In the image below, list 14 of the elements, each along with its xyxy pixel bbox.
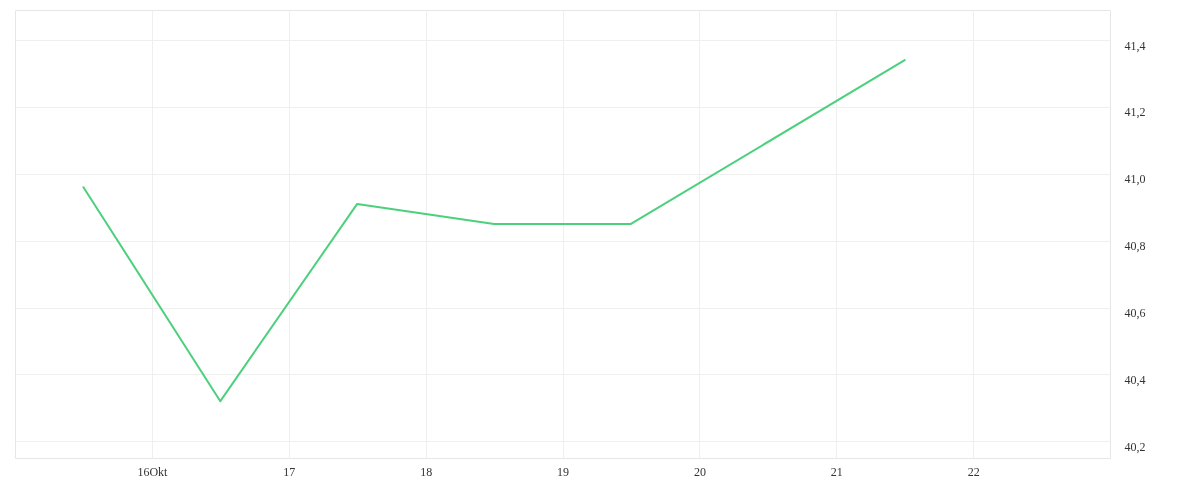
y-tick-label: 40,6 [1124, 306, 1146, 321]
x-tick-label: 19 [557, 464, 569, 479]
x-tick-label: 16Okt [137, 464, 169, 479]
x-tick-label: 22 [967, 464, 980, 479]
y-tick-label: 41,0 [1124, 172, 1146, 187]
x-tick-label: 20 [693, 464, 706, 479]
x-tick-label: 21 [830, 464, 843, 479]
y-tick-label: 40,8 [1124, 239, 1146, 254]
y-tick-label: 41,2 [1124, 105, 1146, 120]
y-tick-label: 41,4 [1124, 38, 1146, 53]
x-tick-label: 18 [420, 464, 433, 479]
x-tick-label: 17 [283, 464, 296, 479]
y-tick-label: 40,2 [1124, 439, 1146, 454]
y-tick-label: 40,4 [1124, 372, 1146, 387]
